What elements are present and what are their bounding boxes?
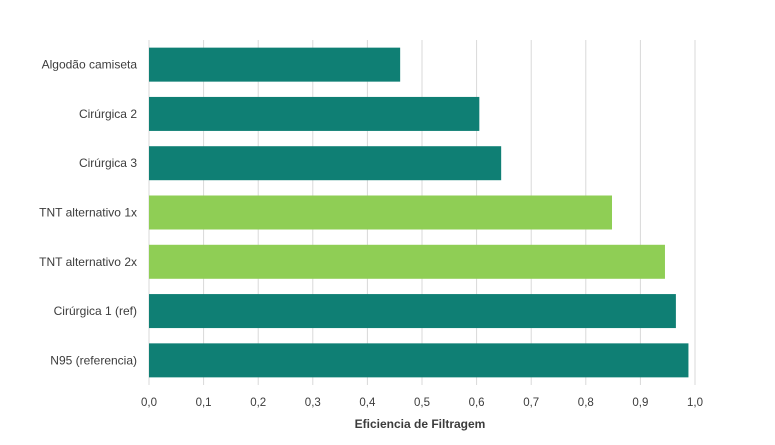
x-tick-label: 0,2 [250, 397, 266, 409]
bar [149, 244, 665, 279]
category-label: Cirúrgica 3 [79, 156, 137, 170]
x-tick-label: 0,0 [141, 397, 157, 409]
category-label: TNT alternativo 1x [39, 206, 137, 220]
bar [149, 343, 689, 378]
category-label: N95 (referencia) [50, 353, 137, 367]
bars [149, 47, 689, 378]
category-label: Cirúrgica 1 (ref) [54, 304, 137, 318]
x-tick-label: 0,3 [305, 397, 321, 409]
category-labels: Algodão camiseta Cirúrgica 2 Cirúrgica 3 TN… [39, 58, 137, 368]
x-axis-title: Eficiencia de Filtragem [355, 417, 486, 431]
x-tick-label: 0,6 [469, 397, 485, 409]
x-tick-label: 0,5 [414, 397, 430, 409]
x-tick-label: 0,9 [632, 397, 648, 409]
x-tick-label: 0,1 [196, 397, 212, 409]
bar [149, 294, 676, 329]
category-label: Cirúrgica 2 [79, 107, 137, 121]
x-tick-label: 0,8 [578, 397, 594, 409]
bar [149, 96, 480, 131]
category-label: Algodão camiseta [42, 58, 138, 72]
x-tick-label: 0,7 [523, 397, 539, 409]
bar [149, 146, 502, 181]
x-tick-label: 1,0 [687, 397, 703, 409]
x-tick-labels: 0,0 0,1 0,2 0,3 0,4 0,5 0,6 0,7 0,8 0,9 1,0 [141, 397, 703, 409]
bar [149, 195, 613, 230]
x-tick-label: 0,4 [359, 397, 376, 409]
category-label: TNT alternativo 2x [39, 255, 137, 269]
bar [149, 47, 401, 82]
